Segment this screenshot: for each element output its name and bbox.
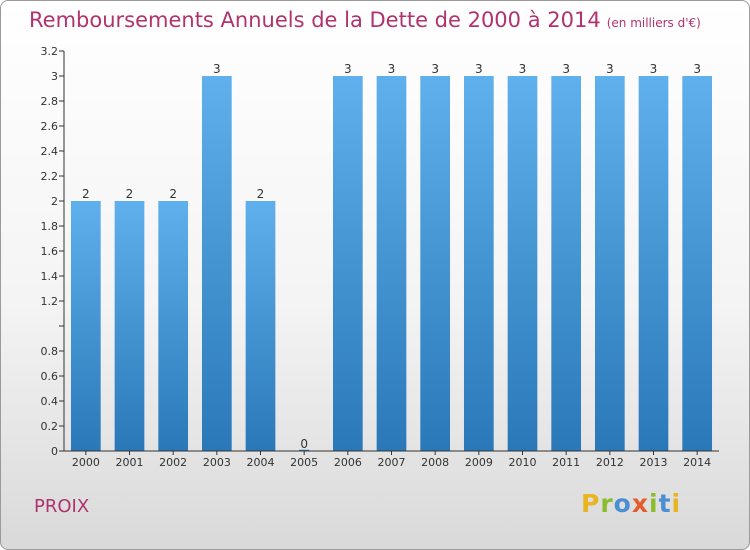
data-label-2001: 2 [126,187,134,201]
data-label-2008: 3 [431,62,439,76]
bar-2014 [682,76,713,451]
logo-letter: i [671,489,682,518]
x-tick-label-2003: 2003 [203,456,231,469]
y-tick-label: 1.6 [41,245,59,258]
logo-letter: o [613,489,632,518]
bar-2012 [594,76,625,451]
y-tick-label: 1.4 [41,270,59,283]
x-tick-label-2009: 2009 [465,456,493,469]
y-tick-label: 1.2 [41,295,59,308]
data-label-2003: 3 [213,62,221,76]
data-label-2002: 2 [169,187,177,201]
logo-letter: r [600,489,614,518]
chart-title-text: Remboursements Annuels de la Dette de 20… [29,8,601,32]
y-axis: 0 0.2 0.4 0.6 0.8 1.2 1.4 1.6 1.8 2 2.2 2.4 2.6 2.8 3 3… [41,45,65,458]
bar-2000 [70,201,101,451]
y-tick-label: 0.4 [41,395,59,408]
logo-letter: i [649,489,659,518]
commune-name: PROIX [34,496,90,517]
x-tick-label-2007: 2007 [378,456,406,469]
y-tick-label: 0 [51,445,58,458]
x-tick-label-2004: 2004 [247,456,275,469]
x-axis: 2000 2001 2002 2003 2004 2005 2006 2007 2008 2009… [64,450,719,469]
y-tick-label: 2 [51,195,58,208]
chart-unit: (en milliers d'€) [606,16,701,30]
x-tick-label-2014: 2014 [683,456,711,469]
bar-2007 [376,76,407,451]
x-tick-label-2001: 2001 [116,456,144,469]
y-tick-label: 0.6 [41,370,59,383]
x-tick-label-2008: 2008 [421,456,449,469]
bar-2001 [114,201,145,451]
data-label-2013: 3 [650,62,658,76]
data-label-2011: 3 [562,62,570,76]
bar-2004 [245,201,276,451]
data-label-2009: 3 [475,62,483,76]
y-tick-label: 2.2 [41,170,59,183]
y-tick-label: 2.4 [41,145,59,158]
bar-2003 [201,76,232,451]
x-tick-label-2011: 2011 [552,456,580,469]
data-label-2012: 3 [606,62,614,76]
x-tick-label-2000: 2000 [72,456,100,469]
data-label-2010: 3 [519,62,527,76]
bar-2010 [507,76,538,451]
logo-letter: P [581,489,601,518]
y-tick-label: 2.6 [41,120,59,133]
bar-2008 [420,76,451,451]
y-tick-label: 3 [51,70,58,83]
y-tick-label: 0.2 [41,420,59,433]
x-tick-label-2005: 2005 [290,456,318,469]
x-tick-label-2013: 2013 [640,456,668,469]
y-tick-label: 0.8 [41,345,59,358]
x-tick-label-2006: 2006 [334,456,362,469]
data-label-2004: 2 [257,187,265,201]
data-label-2005: 0 [300,437,308,451]
bar-2013 [638,76,669,451]
data-label-2007: 3 [388,62,396,76]
bar-2009 [463,76,494,451]
logo-letter: x [631,489,649,518]
proxiti-logo[interactable]: Proxiti [581,489,681,518]
data-label-2000: 2 [82,187,90,201]
bar-2011 [551,76,582,451]
y-tick-label: 1.8 [41,220,59,233]
bar-2002 [158,201,189,451]
x-tick-label-2002: 2002 [159,456,187,469]
x-tick-label-2010: 2010 [509,456,537,469]
data-label-2014: 3 [693,62,701,76]
x-tick-label-2012: 2012 [596,456,624,469]
y-tick-label: 2.8 [41,95,59,108]
y-tick-label: 3.2 [41,45,59,58]
bars: 2 2 2 3 2 0 3 3 3 3 3 3 3 3 3 [70,62,713,452]
bar-2006 [332,76,363,451]
logo-letter: t [658,489,672,518]
data-label-2006: 3 [344,62,352,76]
chart-title: Remboursements Annuels de la Dette de 20… [29,8,701,32]
